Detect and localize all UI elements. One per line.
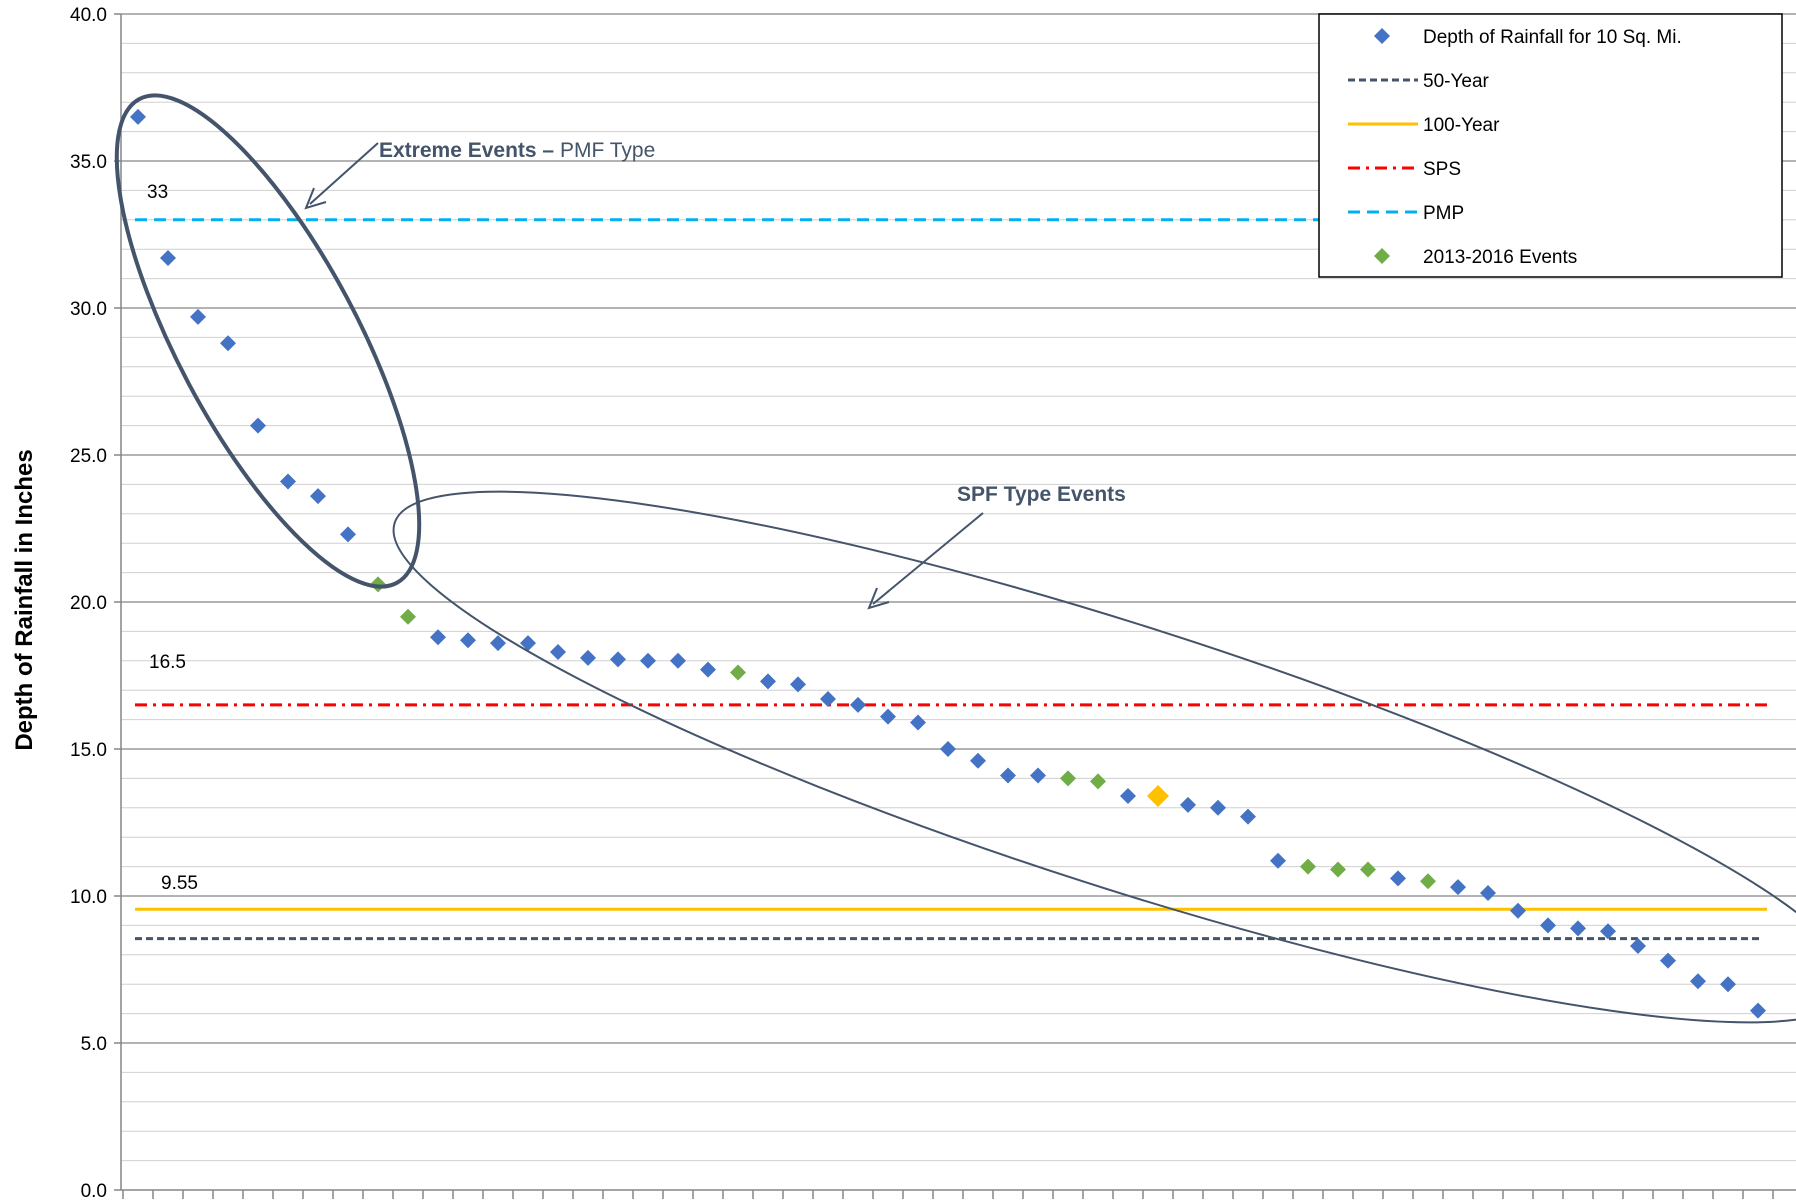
data-point-depth-of-rainfall-for-10-sq-mi xyxy=(280,473,296,490)
y-tick-label: 40.0 xyxy=(70,5,107,26)
data-point-depth-of-rainfall-for-10-sq-mi xyxy=(220,335,236,352)
data-point-depth-of-rainfall-for-10-sq-mi xyxy=(610,651,626,668)
data-point-2013-2016-events xyxy=(730,664,746,681)
data-point-depth-of-rainfall-for-10-sq-mi xyxy=(1600,923,1616,940)
data-point-depth-of-rainfall-for-10-sq-mi xyxy=(640,652,656,669)
y-tick-label: 35.0 xyxy=(70,152,107,173)
spf-events-ellipse xyxy=(392,490,1796,1024)
ref-value-label: 16.5 xyxy=(149,652,186,673)
data-point-depth-of-rainfall-for-10-sq-mi xyxy=(1480,885,1496,902)
data-point-depth-of-rainfall-for-10-sq-mi xyxy=(1630,937,1646,954)
data-point-depth-of-rainfall-for-10-sq-mi xyxy=(550,643,566,660)
legend: Depth of Rainfall for 10 Sq. Mi. 50-Year 1… xyxy=(1318,13,1783,278)
ref-value-label: 9.55 xyxy=(161,873,198,894)
data-point-depth-of-rainfall-for-10-sq-mi xyxy=(1030,767,1046,784)
data-point-depth-of-rainfall-for-10-sq-mi xyxy=(160,250,176,267)
data-point-depth-of-rainfall-for-10-sq-mi xyxy=(1720,976,1736,993)
y-tick-label: 15.0 xyxy=(70,740,107,761)
data-point-depth-of-rainfall-for-10-sq-mi xyxy=(520,635,536,652)
legend-label-100-year: 100-Year xyxy=(1423,115,1500,136)
data-point-depth-of-rainfall-for-10-sq-mi xyxy=(430,629,446,646)
y-tick-label: 5.0 xyxy=(81,1034,107,1055)
data-point-2013-2016-events xyxy=(1420,873,1436,890)
data-point-depth-of-rainfall-for-10-sq-mi xyxy=(670,652,686,669)
y-tick-label: 30.0 xyxy=(70,299,107,320)
extreme-events-ellipse xyxy=(114,93,422,589)
legend-entries: Depth of Rainfall for 10 Sq. Mi. 50-Year 1… xyxy=(1348,27,1682,268)
data-point-depth-of-rainfall-for-10-sq-mi xyxy=(700,661,716,678)
legend-label-depth-of-rainfall-for-10-sq-mi: Depth of Rainfall for 10 Sq. Mi. xyxy=(1423,27,1682,48)
data-point-depth-of-rainfall-for-10-sq-mi xyxy=(790,676,806,693)
data-point-depth-of-rainfall-for-10-sq-mi xyxy=(1210,799,1226,816)
data-point-depth-of-rainfall-for-10-sq-mi xyxy=(850,696,866,713)
spf-events-label: SPF Type Events xyxy=(957,483,1126,506)
data-point-2013-2016-events xyxy=(1300,858,1316,875)
data-point-depth-of-rainfall-for-10-sq-mi xyxy=(1540,917,1556,934)
data-point-depth-of-rainfall-for-10-sq-mi xyxy=(1510,902,1526,919)
data-point-depth-of-rainfall-for-10-sq-mi xyxy=(970,752,986,769)
y-axis-title: Depth of Rainfall in Inches xyxy=(11,449,38,750)
data-point-2013-2016-events xyxy=(1360,861,1376,878)
data-point-depth-of-rainfall-for-10-sq-mi xyxy=(1240,808,1256,825)
data-point-depth-of-rainfall-for-10-sq-mi xyxy=(1000,767,1016,784)
data-point-depth-of-rainfall-for-10-sq-mi xyxy=(1690,973,1706,990)
data-point-2013-2016-events xyxy=(1330,861,1346,878)
data-point-depth-of-rainfall-for-10-sq-mi xyxy=(760,673,776,690)
y-tick-label: 10.0 xyxy=(70,887,107,908)
data-point-depth-of-rainfall-for-10-sq-mi xyxy=(460,632,476,649)
annotations: Extreme Events – PMF Type SPF Type Event… xyxy=(114,93,1796,1024)
data-point-2013-2016-events xyxy=(1060,770,1076,787)
pmf-type-text: PMF Type xyxy=(554,139,655,162)
extreme-events-arrow xyxy=(309,142,379,205)
data-point-depth-of-rainfall-for-10-sq-mi xyxy=(250,417,266,434)
data-point-depth-of-rainfall-for-10-sq-mi xyxy=(1120,788,1136,805)
data-point-depth-of-rainfall-for-10-sq-mi xyxy=(1660,952,1676,969)
data-point-depth-of-rainfall-for-10-sq-mi xyxy=(310,488,326,505)
extreme-events-label: Extreme Events – PMF Type xyxy=(379,139,655,162)
spf-events-arrowhead xyxy=(867,587,890,610)
legend-marker-depth-of-rainfall-for-10-sq-mi xyxy=(1374,28,1390,44)
data-point-depth-of-rainfall-for-10-sq-mi xyxy=(820,691,836,708)
data-point-depth-of-rainfall-for-10-sq-mi xyxy=(1270,852,1286,869)
data-point-2013-2016-events xyxy=(1090,773,1106,790)
data-point-depth-of-rainfall-for-10-sq-mi xyxy=(1450,879,1466,896)
data-point-depth-of-rainfall-for-10-sq-mi xyxy=(880,708,896,725)
data-point-highlight-series xyxy=(1147,785,1169,808)
y-tick-label: 25.0 xyxy=(70,446,107,467)
y-tick-label: 0.0 xyxy=(81,1181,107,1202)
reference-lines xyxy=(135,218,1767,941)
data-point-depth-of-rainfall-for-10-sq-mi xyxy=(1390,870,1406,887)
legend-box xyxy=(1318,13,1783,278)
data-point-depth-of-rainfall-for-10-sq-mi xyxy=(490,635,506,652)
data-point-depth-of-rainfall-for-10-sq-mi xyxy=(940,741,956,757)
y-tick-label: 20.0 xyxy=(70,593,107,614)
extreme-events-bold: Extreme Events – xyxy=(379,139,554,162)
data-point-2013-2016-events xyxy=(400,608,416,625)
legend-label-2013-2016-events: 2013-2016 Events xyxy=(1423,247,1577,268)
data-point-depth-of-rainfall-for-10-sq-mi xyxy=(130,108,146,125)
x-tick-marks xyxy=(122,1190,1774,1199)
extreme-events-arrowhead xyxy=(304,187,327,210)
data-point-depth-of-rainfall-for-10-sq-mi xyxy=(1750,1002,1766,1019)
data-point-depth-of-rainfall-for-10-sq-mi xyxy=(580,649,596,666)
legend-label-sps: SPS xyxy=(1423,159,1461,180)
ref-value-label: 33 xyxy=(147,182,168,203)
reference-value-labels: 33 16.5 9.55 xyxy=(147,182,198,894)
data-point-depth-of-rainfall-for-10-sq-mi xyxy=(1570,920,1586,937)
data-point-depth-of-rainfall-for-10-sq-mi xyxy=(1180,796,1196,813)
data-points xyxy=(130,108,1766,1019)
legend-label-50-year: 50-Year xyxy=(1423,71,1490,92)
y-tick-labels: 0.0 5.0 10.0 15.0 20.0 25.0 30.0 35.0 40.0 xyxy=(70,5,121,1202)
data-point-depth-of-rainfall-for-10-sq-mi xyxy=(910,714,926,731)
legend-marker-2013-2016-events xyxy=(1374,248,1390,264)
data-point-depth-of-rainfall-for-10-sq-mi xyxy=(340,526,356,543)
spf-events-arrow xyxy=(872,512,984,605)
data-point-depth-of-rainfall-for-10-sq-mi xyxy=(190,308,206,325)
legend-label-pmp: PMP xyxy=(1423,203,1464,224)
